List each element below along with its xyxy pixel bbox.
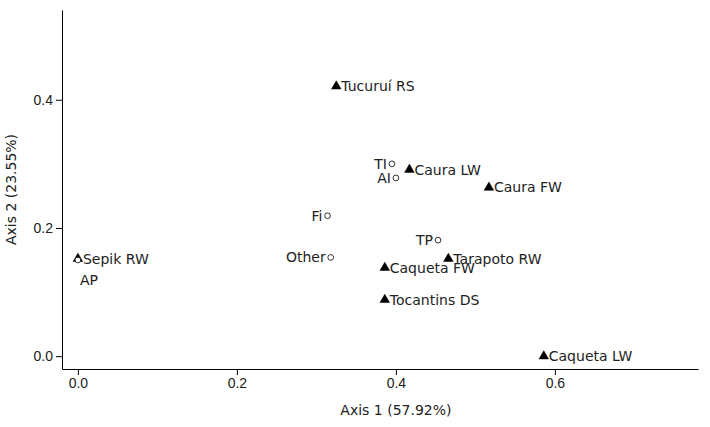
point-label: Caura LW — [414, 162, 481, 178]
plot: 0.0 0.2 0.4 0.6 0.0 0.2 0.4 Tucuruí RS Caura LW C… — [34, 11, 699, 391]
point — [393, 175, 399, 181]
point-label: Fi — [312, 208, 323, 224]
y-tick: 0.2 — [34, 220, 62, 236]
point — [380, 262, 390, 270]
point — [331, 81, 341, 89]
point-label: TP — [415, 232, 433, 248]
y-axis-line — [62, 11, 63, 370]
point — [328, 255, 334, 261]
x-axis-line — [63, 369, 699, 370]
y-tick-label: 0.0 — [34, 348, 54, 364]
y-tick-label: 0.2 — [34, 220, 54, 236]
x-tick-label: 0.2 — [228, 375, 248, 391]
point — [380, 294, 390, 302]
y-tick-mark — [56, 356, 62, 357]
x-tick-label: 0.4 — [387, 375, 407, 391]
x-tick: 0.6 — [546, 369, 566, 391]
point-label: Caqueta FW — [390, 260, 475, 276]
y-axis: 0.0 0.2 0.4 — [34, 11, 63, 370]
x-tick-label: 0.6 — [546, 375, 566, 391]
y-tick-mark — [56, 228, 62, 229]
point-label: Tucuruí RS — [340, 78, 415, 94]
y-tick-mark — [56, 100, 62, 101]
x-tick: 0.2 — [228, 369, 248, 391]
y-tick: 0.4 — [34, 92, 62, 108]
x-axis-title: Axis 1 (57.92%) — [340, 402, 451, 418]
point — [325, 213, 331, 219]
point-label: Other — [286, 249, 326, 265]
x-axis: 0.0 0.2 0.4 0.6 — [63, 369, 699, 391]
y-tick-label: 0.4 — [34, 92, 54, 108]
x-tick-label: 0.0 — [69, 375, 89, 391]
point-label: Sepik RW — [83, 251, 149, 267]
y-axis-title: Axis 2 (23.55%) — [3, 134, 19, 245]
point — [405, 164, 415, 172]
point — [539, 351, 549, 359]
point — [435, 237, 441, 243]
point — [389, 161, 395, 167]
x-tick: 0.4 — [387, 369, 407, 391]
point-label: AI — [377, 170, 391, 186]
y-tick: 0.0 — [34, 348, 62, 364]
point-label: AP — [80, 272, 98, 288]
point-label: Caura FW — [494, 179, 562, 195]
point-labels: Tucuruí RSCaura LWCaura FWSepik RWTarapo… — [80, 78, 633, 364]
point-label: Tocantins DS — [389, 292, 480, 308]
chart: 0.0 0.2 0.4 0.6 0.0 0.2 0.4 Tucuruí RS Caura LW C… — [0, 0, 710, 427]
point — [484, 182, 494, 190]
point — [75, 257, 81, 263]
x-tick: 0.0 — [69, 369, 89, 391]
points — [73, 81, 548, 359]
point-label: Caqueta LW — [549, 348, 633, 364]
